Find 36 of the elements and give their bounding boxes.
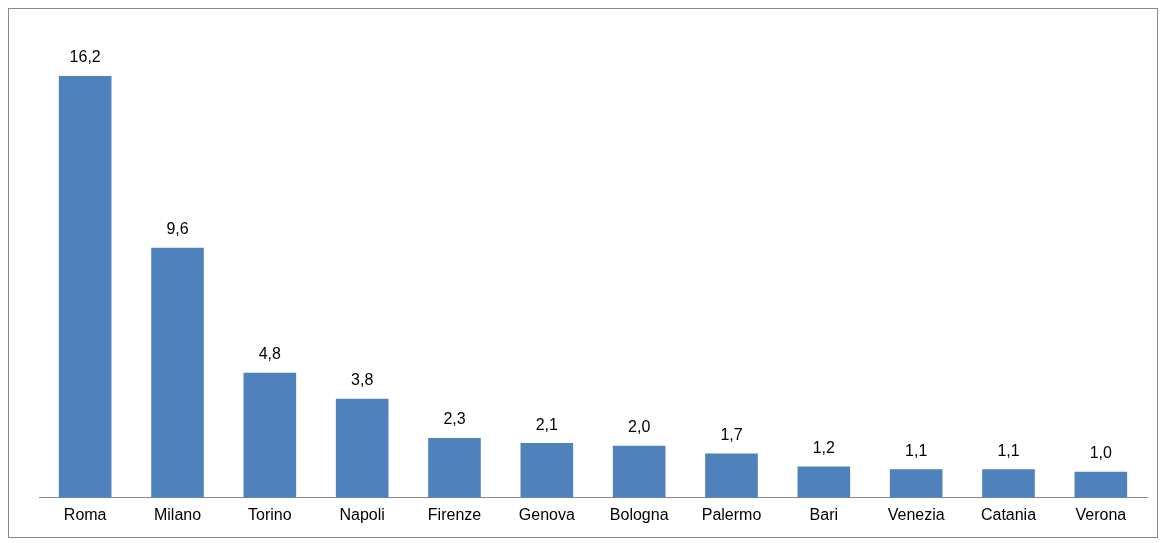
data-label: 2,3 <box>443 410 466 428</box>
bar <box>982 469 1035 498</box>
data-label: 1,7 <box>720 425 743 443</box>
x-tick-label: Bologna <box>609 505 669 523</box>
x-tick-label: Milano <box>153 505 202 523</box>
bar <box>889 469 943 498</box>
x-tick-label: Bari <box>809 505 839 523</box>
bar <box>705 453 758 498</box>
data-label: 2,1 <box>535 415 559 433</box>
x-tick-label: Catania <box>980 505 1037 523</box>
x-tick-label: Verona <box>1075 505 1127 523</box>
x-tick-label: Firenze <box>427 505 482 523</box>
data-label: 1,1 <box>997 441 1020 459</box>
x-tick-label: Torino <box>248 505 292 523</box>
x-tick-label: Napoli <box>339 505 385 523</box>
x-tick-label: Genova <box>518 505 575 523</box>
bar <box>797 466 851 498</box>
data-label: 16,2 <box>69 48 101 66</box>
bar <box>520 443 574 498</box>
x-tick-label: Palermo <box>701 505 762 523</box>
data-label: 1,1 <box>905 441 928 459</box>
bar <box>335 398 389 498</box>
data-label: 1,2 <box>812 438 836 456</box>
bar <box>243 372 297 498</box>
bar <box>612 445 666 498</box>
data-label: 1,0 <box>1089 444 1113 462</box>
bar <box>58 75 112 498</box>
bar <box>428 437 481 498</box>
data-label: 3,8 <box>351 371 374 389</box>
data-label: 2,0 <box>628 418 651 436</box>
x-tick-label: Venezia <box>887 505 945 523</box>
x-tick-label: Roma <box>63 505 107 523</box>
bar <box>151 247 204 498</box>
data-label: 4,8 <box>258 345 282 363</box>
bar <box>1074 471 1128 498</box>
data-label: 9,6 <box>166 220 189 238</box>
